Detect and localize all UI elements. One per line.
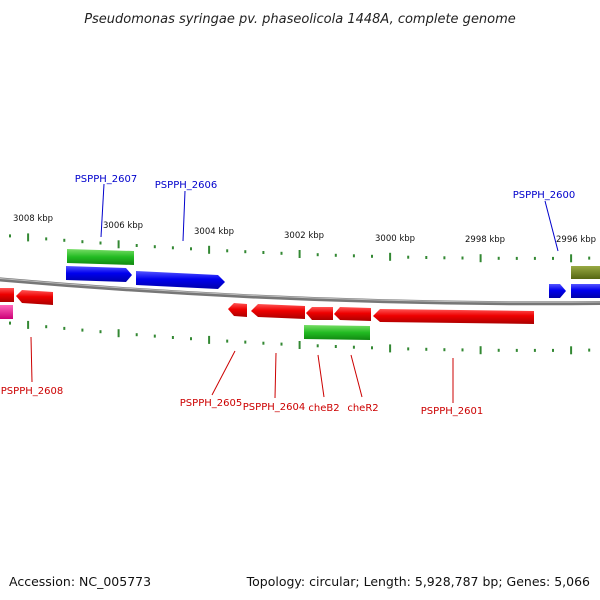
map-title: Pseudomonas syringae pv. phaseolicola 14… <box>84 12 516 27</box>
label-PSPPH_2601[interactable]: PSPPH_2601 <box>421 406 483 417</box>
label-PSPPH_2605[interactable]: PSPPH_2605 <box>180 398 242 409</box>
gene-PSPPH_2600[interactable] <box>571 284 600 298</box>
label-PSPPH_2604[interactable]: PSPPH_2604 <box>243 402 305 413</box>
accession-text: Accession: NC_005773 <box>9 574 151 589</box>
label-PSPPH_2600[interactable]: PSPPH_2600 <box>513 190 575 201</box>
gene-PSPPH_2601[interactable] <box>373 309 534 324</box>
label-PSPPH_2608[interactable]: PSPPH_2608 <box>1 386 63 397</box>
gene-cheR2[interactable] <box>334 307 371 321</box>
callout-line-PSPPH_2608 <box>30 336 33 383</box>
feature-green-upper[interactable] <box>67 249 134 265</box>
label-cheR2[interactable]: cheR2 <box>347 403 378 414</box>
gene-edge-left[interactable] <box>0 288 14 302</box>
scale-label-2996: 2996 kbp <box>556 235 596 245</box>
topology-summary: Topology: circular; Length: 5,928,787 bp… <box>246 574 590 589</box>
gene-PSPPH_2607[interactable] <box>66 266 132 282</box>
genome-backbone-highlight <box>0 277 600 303</box>
scale-label-3004: 3004 kbp <box>194 227 234 237</box>
gene-PSPPH_2604[interactable] <box>251 304 305 319</box>
feature-olive[interactable] <box>571 266 600 279</box>
gene-PSPPH_2606[interactable] <box>136 271 225 289</box>
gene-pink-edge[interactable] <box>0 305 13 319</box>
scale-label-2998: 2998 kbp <box>465 235 505 245</box>
callout-line-cheB2 <box>317 354 325 398</box>
callout-line-PSPPH_2600 <box>544 200 559 252</box>
gene-cheB2[interactable] <box>306 307 333 320</box>
scale-label-3000: 3000 kbp <box>375 234 415 244</box>
label-PSPPH_2606[interactable]: PSPPH_2606 <box>155 180 217 191</box>
callout-line-PSPPH_2605 <box>211 350 236 396</box>
callout-line-PSPPH_2606 <box>182 190 186 242</box>
gene-PSPPH_2600-part[interactable] <box>549 284 566 298</box>
genome-backbone <box>0 277 600 306</box>
label-PSPPH_2607[interactable]: PSPPH_2607 <box>75 174 137 185</box>
callout-line-PSPPH_2607 <box>100 183 105 238</box>
scale-ticks-inner <box>9 320 591 355</box>
scale-label-3002: 3002 kbp <box>284 231 324 241</box>
label-cheB2[interactable]: cheB2 <box>308 403 339 414</box>
scale-ticks-outer <box>9 233 591 263</box>
callout-line-PSPPH_2604 <box>274 352 277 399</box>
callout-line-cheR2 <box>350 354 363 398</box>
gene-PSPPH_2605[interactable] <box>228 303 247 317</box>
gene-PSPPH_2608[interactable] <box>16 290 53 305</box>
scale-label-3006: 3006 kbp <box>103 221 143 231</box>
scale-label-3008: 3008 kbp <box>13 214 53 224</box>
feature-green-lower[interactable] <box>304 325 370 340</box>
